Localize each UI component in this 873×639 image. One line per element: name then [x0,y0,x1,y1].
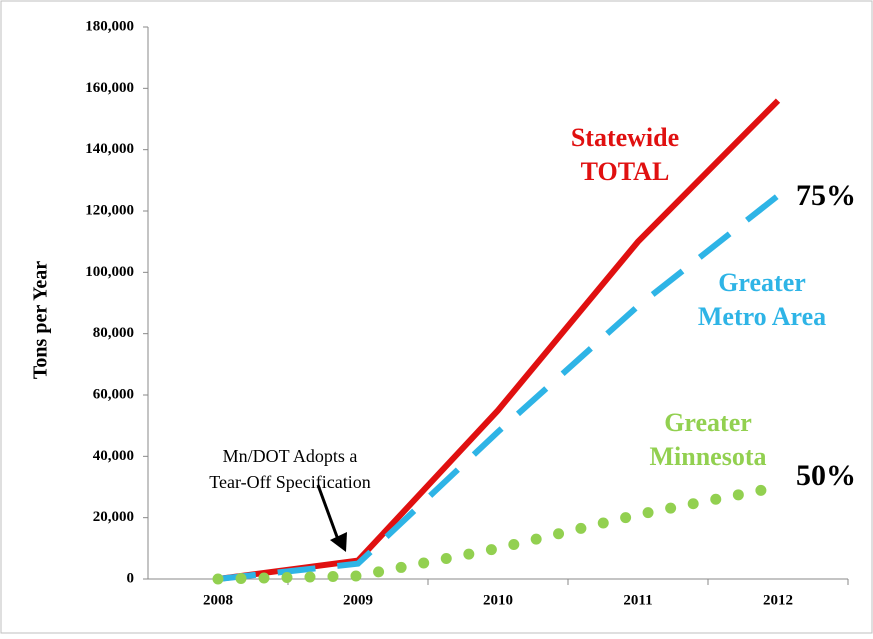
x-tick-label: 2012 [763,592,793,608]
y-tick-label: 180,000 [85,18,134,34]
series-label: TOTAL [581,157,670,186]
y-axis-title: Tons per Year [30,261,52,379]
y-tick-label: 160,000 [85,80,134,96]
annotation: Mn/DOT Adopts a [223,446,358,466]
series-line [212,481,784,585]
y-tick-label: 40,000 [93,448,134,464]
annotation-arrowhead [330,532,347,552]
y-tick-label: 20,000 [93,509,134,525]
x-tick-label: 2009 [343,592,373,608]
y-tick-label: 60,000 [93,386,134,402]
series-line [217,193,780,582]
series-label: Greater [718,268,806,297]
y-tick-label: 140,000 [85,141,134,157]
series-label: Greater [664,408,752,437]
y-tick-label: 0 [127,570,135,586]
y-tick-label: 120,000 [85,202,134,218]
annotation-arrow [316,484,342,546]
annotation: 50% [796,459,856,492]
y-tick-label: 100,000 [85,264,134,280]
series-label: Statewide [571,123,679,152]
annotation: 75% [796,179,856,212]
x-tick-label: 2011 [623,592,652,608]
series-label: Metro Area [698,302,826,331]
y-tick-label: 80,000 [93,325,134,341]
x-tick-label: 2008 [203,592,233,608]
x-tick-label: 2010 [483,592,513,608]
series-label: Minnesota [650,442,767,471]
annotation: Tear-Off Specification [209,472,370,492]
